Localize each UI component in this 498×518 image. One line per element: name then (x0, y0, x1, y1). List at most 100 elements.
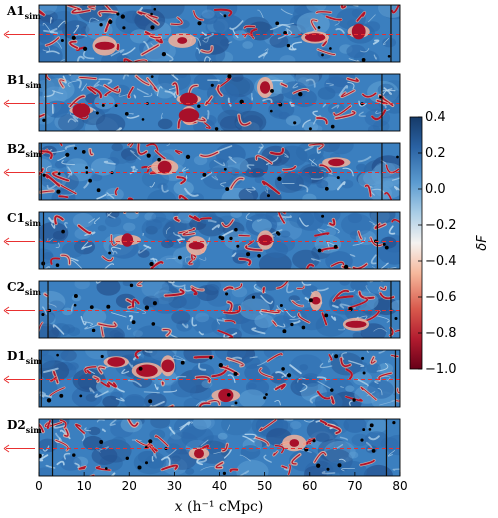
light-filaments (43, 74, 396, 131)
panel-label-sub: sim (26, 149, 43, 159)
panel-frame (38, 142, 401, 201)
galaxy-marker (218, 363, 223, 368)
galaxy-marker (89, 305, 94, 310)
absorption-filaments (39, 5, 400, 62)
galaxy-marker (233, 371, 238, 376)
galaxy-marker (324, 313, 329, 318)
galaxy-marker (265, 393, 268, 396)
galaxy-marker (71, 35, 76, 40)
absorption-clumps (92, 23, 370, 56)
galaxy-marker (120, 14, 125, 19)
galaxy-marker (161, 51, 167, 57)
galaxy-marker (321, 53, 324, 57)
colorbar-tick-label: 0.2 (425, 146, 446, 161)
galaxy-marker (239, 99, 244, 105)
galaxy-marker (108, 251, 112, 255)
galaxy-marker (125, 456, 130, 461)
panel-label: C1sim (7, 211, 41, 228)
x-axis: 0 10 20 30 40 50 60 70 80 (35, 472, 408, 493)
galaxy-marker (362, 371, 366, 375)
galaxy-marker (286, 43, 291, 48)
galaxy-marker (263, 396, 267, 400)
panel-c2: C2sim (3, 280, 401, 339)
galaxy-marker (157, 157, 161, 162)
galaxy-marker (81, 150, 86, 154)
panel-label: D1sim (7, 349, 42, 366)
galaxy-marker (73, 294, 78, 298)
galaxy-markers (42, 74, 382, 131)
galaxy-marker (227, 74, 232, 79)
panel-field (39, 212, 400, 269)
galaxy-marker (317, 26, 321, 29)
colorbar-tick-label: −0.4 (425, 254, 457, 269)
galaxy-marker (106, 304, 111, 309)
galaxy-marker (298, 92, 303, 97)
galaxy-marker (150, 25, 155, 30)
galaxy-marker (269, 109, 273, 113)
galaxy-marker (396, 155, 399, 159)
arrow-head-icon (3, 306, 10, 315)
panel-label: C2sim (7, 280, 41, 297)
absorption-filaments (49, 212, 400, 269)
galaxy-marker (336, 176, 340, 180)
galaxy-marker (251, 295, 256, 299)
panel-label-main: D1 (7, 349, 26, 363)
panel-c1: C1sim (3, 211, 401, 270)
x-tick-label: 20 (122, 479, 137, 493)
galaxy-marker (129, 283, 134, 288)
colorbar-tick-label: 0.0 (425, 182, 446, 197)
x-tick-label: 30 (167, 479, 182, 493)
galaxy-marker (301, 325, 306, 330)
galaxy-marker (337, 463, 342, 468)
galaxy-marker (330, 124, 335, 129)
galaxy-marker (220, 236, 225, 241)
galaxy-marker (137, 465, 142, 470)
galaxy-marker (394, 316, 398, 321)
galaxy-marker (152, 301, 157, 306)
galaxy-marker (150, 12, 153, 16)
galaxy-marker (83, 46, 88, 51)
galaxy-marker (225, 187, 230, 192)
galaxy-markers (39, 421, 396, 476)
galaxy-marker (308, 298, 313, 303)
panel-label-main: C2 (7, 280, 25, 294)
galaxy-marker (85, 171, 89, 174)
galaxy-marker (229, 236, 233, 241)
panel-label-sub: sim (25, 218, 42, 228)
galaxy-marker (59, 393, 64, 398)
galaxy-marker (287, 373, 292, 378)
panel-label: B2sim (7, 142, 42, 159)
galaxy-marker (281, 367, 285, 371)
galaxy-marker (46, 398, 52, 403)
galaxy-marker (55, 263, 60, 267)
x-axis-label-var: x (175, 499, 183, 515)
galaxy-marker (151, 322, 156, 326)
panel-label: A1sim (6, 4, 41, 21)
absorption-clumps (113, 230, 274, 256)
x-tick-label: 40 (212, 479, 227, 493)
x-axis-label: x (h⁻¹ cMpc) (175, 499, 264, 515)
panel-label-sub: sim (26, 356, 43, 366)
arrow-head-icon (3, 30, 10, 39)
panel-label: B1sim (7, 73, 42, 90)
galaxy-marker (277, 232, 281, 236)
panel-label-main: A1 (6, 4, 25, 18)
galaxy-marker (321, 214, 325, 218)
x-tick-label: 80 (392, 479, 407, 493)
galaxy-marker (293, 121, 297, 125)
galaxy-marker (210, 83, 214, 87)
galaxy-marker (116, 12, 120, 16)
galaxy-marker (316, 463, 321, 468)
galaxy-marker (352, 398, 356, 402)
panel-b1: B1sim (3, 73, 401, 132)
galaxy-marker (114, 104, 118, 108)
galaxy-marker (226, 392, 231, 397)
galaxy-marker (371, 449, 376, 453)
panel-field (39, 5, 400, 62)
galaxy-marker (282, 329, 287, 334)
galaxy-marker (362, 428, 366, 432)
galaxy-marker (234, 227, 238, 232)
galaxy-marker (149, 261, 154, 267)
galaxy-marker (330, 388, 334, 392)
